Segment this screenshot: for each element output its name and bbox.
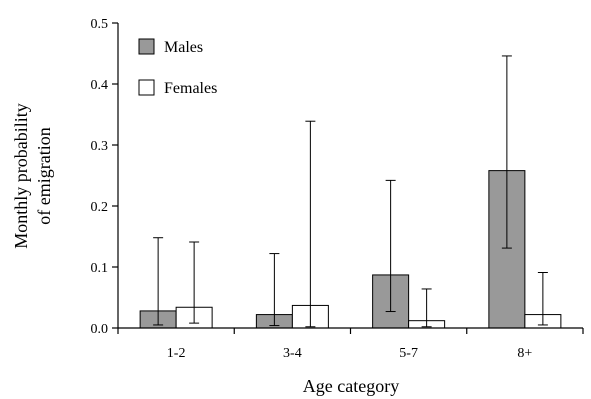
- y-tick-label: 0.4: [91, 78, 109, 93]
- y-tick-label: 0.3: [91, 139, 109, 154]
- x-tick-label: 3-4: [283, 346, 302, 361]
- x-axis-title: Age category: [303, 376, 399, 396]
- legend-swatch-males: [138, 38, 155, 55]
- y-tick-label: 0.5: [91, 17, 109, 32]
- y-tick-label: 0.1: [91, 261, 109, 276]
- y-axis-title-line-2: of emigration: [34, 127, 54, 224]
- x-tick-label: 8+: [517, 346, 532, 361]
- y-tick-label: 0.2: [91, 200, 109, 215]
- bars: [139, 170, 562, 329]
- legend-label-females: Females: [164, 80, 217, 97]
- legend-label-males: Males: [164, 39, 203, 56]
- y-tick-label: 0.0: [91, 322, 109, 337]
- x-ticks: 1-2 3-4 5-7 8+: [117, 328, 584, 361]
- legend: Males Females: [138, 38, 217, 97]
- error-bars: [153, 55, 548, 328]
- y-ticks: 0.0 0.1 0.2 0.3 0.4 0.5: [91, 17, 118, 337]
- x-tick-label: 1-2: [167, 346, 186, 361]
- y-axis-title-line-1: Monthly probability: [11, 103, 31, 249]
- x-tick-label: 5-7: [399, 346, 418, 361]
- legend-swatch-females: [138, 79, 155, 96]
